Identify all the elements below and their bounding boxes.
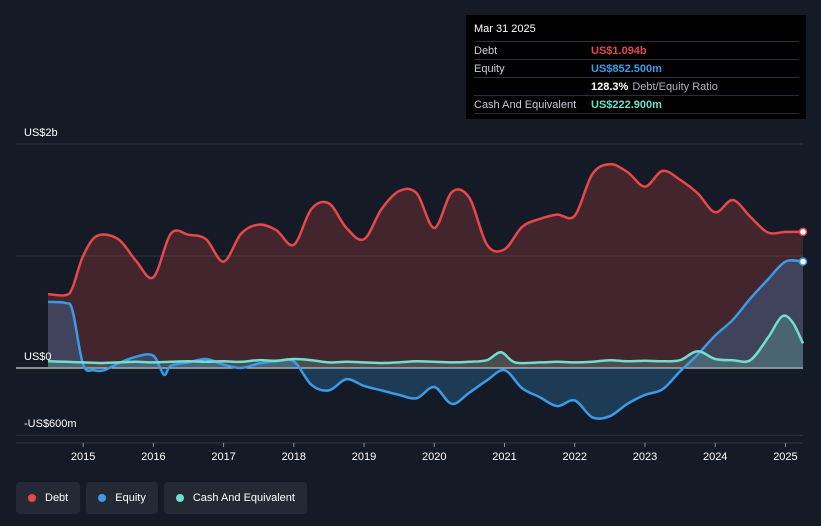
legend-item-equity[interactable]: Equity (86, 482, 158, 514)
end-marker-debt (798, 227, 808, 237)
x-axis-labels: 2015 2016 2017 2018 2019 2020 2021 2022 2023 2024… (71, 443, 798, 463)
legend-item-debt[interactable]: Debt (16, 482, 81, 514)
legend-label: Debt (45, 492, 69, 504)
tooltip-value-equity: US$852.500m (591, 62, 662, 75)
legend-dot-icon (28, 494, 36, 502)
x-tick-label: 2016 (141, 451, 165, 463)
y-axis-labels: US$2b US$0 -US$600m (24, 127, 77, 430)
tooltip-ratio-caption: Debt/Equity Ratio (632, 80, 718, 93)
legend-label: Equity (115, 492, 146, 504)
tooltip-value-debt: US$1.094b (591, 44, 647, 57)
tooltip-label: Equity (474, 62, 505, 75)
x-tick-label: 2023 (633, 451, 657, 463)
series-lines (47, 162, 805, 420)
y-tick-label: US$2b (24, 127, 58, 139)
x-tick-label: 2024 (703, 451, 727, 463)
tooltip-row-ratio: 128.3% Debt/Equity Ratio (474, 77, 799, 95)
legend-item-cash[interactable]: Cash And Equivalent (163, 482, 307, 514)
x-tick-label: 2020 (422, 451, 446, 463)
end-markers (798, 227, 808, 266)
y-tick-label: -US$600m (24, 418, 77, 430)
area-debt (48, 164, 803, 368)
x-tick-label: 2018 (282, 451, 306, 463)
series-line-debt (47, 162, 804, 297)
x-tick-label: 2019 (352, 451, 376, 463)
area-equity (48, 260, 803, 419)
series-line-cash-and-equivalent (47, 314, 805, 365)
x-tick-label: 2022 (563, 451, 587, 463)
tooltip-row-equity: Equity US$852.500m (474, 59, 799, 77)
tooltip-label: Debt (474, 44, 498, 57)
tooltip-value-ratio: 128.3% (591, 80, 629, 93)
legend-dot-icon (175, 494, 184, 502)
series-line-equity (47, 259, 804, 420)
tooltip-row-debt: Debt US$1.094b (474, 41, 799, 59)
tooltip-row-cash: Cash And Equivalent US$222.900m (474, 95, 799, 114)
tooltip-panel: Mar 31 2025 Debt US$1.094b Equity US$852… (466, 15, 806, 119)
legend-dot-icon (98, 494, 107, 502)
tooltip-value-cash: US$222.900m (591, 98, 662, 111)
y-tick-label: US$0 (24, 351, 52, 363)
x-tick-label: 2021 (492, 451, 516, 463)
tooltip-label: Cash And Equivalent (474, 98, 577, 111)
grid-lines (16, 143, 803, 444)
legend-label: Cash And Equivalent (192, 492, 295, 504)
x-tick-label: 2025 (773, 451, 797, 463)
legend: Debt Equity Cash And Equivalent (16, 482, 307, 514)
series-areas (48, 164, 803, 419)
end-marker-equity (798, 257, 808, 266)
tooltip-date: Mar 31 2025 (474, 23, 536, 35)
x-tick-label: 2015 (71, 451, 95, 463)
x-tick-label: 2017 (211, 451, 235, 463)
